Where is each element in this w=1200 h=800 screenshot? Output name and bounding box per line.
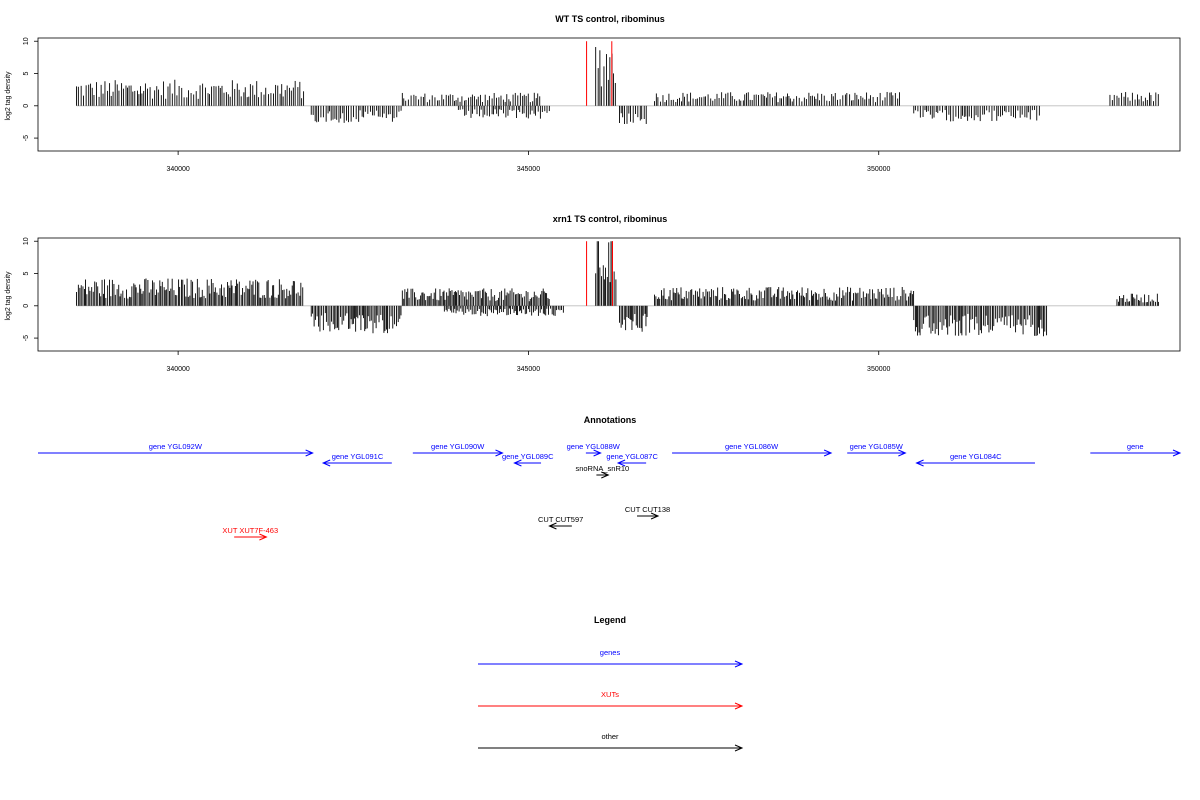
- annotation-arrowhead: [495, 449, 504, 457]
- wt-density-panel: WT TS control, ribominus log2 tag densit…: [5, 14, 1181, 173]
- annotation-arrowhead: [513, 459, 522, 467]
- xrn1-y-axis-label: log2 tag density: [5, 271, 12, 321]
- wt-x-tick-label: 340000: [166, 166, 189, 173]
- xrn1-panel-title: xrn1 TS control, ribominus: [553, 214, 668, 224]
- xrn1-y-tick-label: 10: [23, 237, 30, 245]
- legend-entry: other: [478, 732, 744, 752]
- wt-panel-title: WT TS control, ribominus: [555, 14, 665, 24]
- annotation-feature: gene YGL086W: [672, 442, 833, 457]
- xrn1-bars: [76, 241, 1159, 337]
- legend-entry: genes: [478, 648, 744, 668]
- wt-x-tick-label: 345000: [517, 166, 540, 173]
- annotation-feature: gene YGL092W: [38, 442, 314, 457]
- xrn1-y-tick-label: 0: [23, 304, 30, 308]
- annotation-label: gene YGL084C: [950, 452, 1002, 461]
- annotation-label: gene YGL090W: [431, 442, 485, 451]
- xrn1-x-tick-label: 350000: [867, 366, 890, 373]
- legend-entry: XUTs: [478, 690, 744, 710]
- wt-y-tick-label: -5: [23, 135, 30, 141]
- xrn1-plot-frame: [37, 237, 1181, 352]
- annotation-feature: CUT CUT597: [538, 515, 583, 530]
- annotation-arrowhead: [548, 522, 557, 530]
- legend-label: genes: [600, 648, 621, 657]
- legend-entries: genes XUTs other: [478, 648, 744, 752]
- annotation-label: gene YGL092W: [149, 442, 203, 451]
- legend-arrowhead: [734, 702, 744, 710]
- annotation-arrowhead: [915, 459, 924, 467]
- annotation-label: gene YGL087C: [606, 452, 658, 461]
- xrn1-x-tick-label: 345000: [517, 366, 540, 373]
- wt-y-axis-label: log2 tag density: [5, 71, 12, 121]
- legend: Legend genes XUTs other: [478, 615, 744, 752]
- annotation-arrowhead: [593, 449, 602, 457]
- annotation-label: snoRNA_snR10: [575, 464, 629, 473]
- annotations-title: Annotations: [584, 415, 637, 425]
- xrn1-density-panel: xrn1 TS control, ribominus log2 tag dens…: [5, 214, 1181, 373]
- annotation-arrowhead: [601, 471, 610, 479]
- annotation-arrowhead: [259, 533, 268, 541]
- xrn1-x-tick-label: 340000: [166, 366, 189, 373]
- annotation-label: CUT CUT597: [538, 515, 583, 524]
- xrn1-y-tick-label: -5: [23, 335, 30, 341]
- annotation-arrowhead: [321, 459, 331, 467]
- annotation-feature: gene YGL089C: [502, 452, 554, 467]
- wt-y-tick-label: 5: [23, 71, 30, 75]
- annotation-arrowhead: [305, 449, 314, 457]
- xrn1-axes: -5 0 5 10 340000 345000 350000: [23, 237, 891, 373]
- xrn1-y-tick-label: 5: [23, 271, 30, 275]
- legend-arrowhead: [734, 660, 744, 668]
- wt-y-tick-label: 0: [23, 104, 30, 108]
- annotation-feature: gene YGL088W: [567, 442, 621, 457]
- annotation-feature: gene YGL084C: [915, 452, 1035, 467]
- legend-label: XUTs: [601, 690, 619, 699]
- wt-axes: -5 0 5 10 340000 345000 350000: [23, 37, 891, 173]
- annotation-label: gene YGL088W: [567, 442, 621, 451]
- annotation-label: CUT CUT138: [625, 505, 670, 514]
- annotation-feature: gene YGL090W: [412, 442, 504, 457]
- wt-x-tick-label: 350000: [867, 166, 890, 173]
- legend-title: Legend: [594, 615, 626, 625]
- annotation-feature: gene YGL091C: [321, 452, 392, 467]
- annotation-arrowhead: [650, 512, 660, 520]
- wt-y-tick-label: 10: [23, 37, 30, 45]
- legend-arrowhead: [734, 744, 744, 752]
- annotation-label: gene YGL086W: [725, 442, 779, 451]
- annotation-arrowhead: [1172, 449, 1182, 457]
- annotation-feature: CUT CUT138: [625, 505, 670, 520]
- annotation-arrowhead: [616, 459, 626, 467]
- annotation-feature: gene: [1090, 442, 1182, 457]
- annotation-arrowhead: [823, 449, 833, 457]
- annotation-label: gene: [1127, 442, 1144, 451]
- annotation-feature: XUT XUT7F-463: [222, 526, 278, 541]
- annotation-label: XUT XUT7F-463: [222, 526, 278, 535]
- annotation-feature: snoRNA_snR10: [575, 464, 629, 479]
- wt-bars: [76, 41, 1159, 125]
- annotation-feature: gene YGL087C: [606, 452, 658, 467]
- annotation-feature: gene YGL085W: [847, 442, 907, 457]
- annotation-items: gene YGL092W gene YGL091C gene YGL090W gene…: [38, 442, 1182, 541]
- legend-label: other: [601, 732, 619, 741]
- annotation-label: gene YGL085W: [850, 442, 904, 451]
- annotation-arrowhead: [898, 449, 907, 457]
- annotation-label: gene YGL089C: [502, 452, 554, 461]
- annotation-label: gene YGL091C: [332, 452, 384, 461]
- wt-plot-frame: [37, 37, 1181, 152]
